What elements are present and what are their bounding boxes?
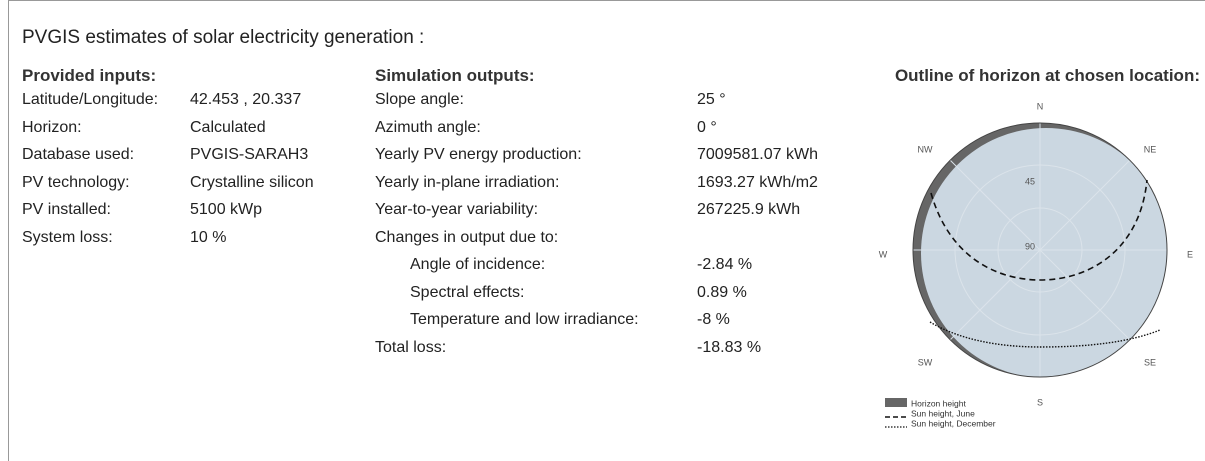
input-value: Calculated [190, 118, 266, 136]
legend-label: Sun height, December [911, 418, 996, 428]
compass-label: W [879, 249, 888, 259]
results-frame [8, 0, 1205, 461]
loss-value: -2.84 % [697, 256, 753, 273]
input-value: 10 % [190, 228, 227, 246]
compass-label: SE [1144, 357, 1156, 367]
input-label: PV installed: [22, 201, 111, 218]
output-label: Slope angle: [375, 91, 464, 108]
section-heading: Provided inputs: [22, 66, 157, 85]
output-value: 25 ° [697, 91, 726, 108]
loss-label: Spectral effects: [410, 283, 525, 301]
input-label: PV technology: [22, 173, 130, 191]
loss-value: -8 % [697, 311, 730, 328]
output-value: 1693.27 kWh/m2 [697, 173, 818, 191]
output-value: -18.83 % [697, 338, 762, 356]
compass-label: SW [918, 357, 933, 367]
input-label: System loss: [22, 228, 113, 246]
output-value: 267225.9 kWh [697, 201, 801, 218]
input-label: Database used: [22, 146, 135, 163]
legend-label: Sun height, June [911, 408, 975, 418]
output-label: Yearly in-plane irradiation: [375, 173, 560, 191]
sky-area [921, 128, 1167, 377]
polar-grid [913, 123, 1167, 377]
input-value: 42.453 , 20.337 [190, 91, 302, 108]
legend-swatch-horizon [885, 398, 907, 407]
output-label: Total loss: [375, 338, 447, 356]
section-heading: Outline of horizon at chosen location: [894, 66, 1200, 85]
loss-label: Temperature and low irradiance: [410, 311, 639, 328]
output-label: Yearly PV energy production: [375, 146, 582, 163]
legend-label: Horizon height [911, 398, 966, 408]
input-label: Horizon: [22, 118, 82, 136]
title: PVGIS estimates of solar electricity gen… [22, 27, 425, 48]
output-label: Azimuth angle: [375, 118, 481, 136]
compass-label: E [1187, 249, 1193, 259]
output-value: 7009581.07 kWh [697, 146, 818, 163]
section-heading: Simulation outputs: [375, 66, 535, 85]
sun-path-december [929, 321, 1161, 348]
compass-label: NE [1144, 144, 1157, 154]
elevation-label: 90 [1025, 241, 1035, 251]
compass-label: N [1037, 101, 1044, 111]
output-value: 0 ° [697, 118, 717, 136]
compass-label: NW [918, 144, 933, 154]
output-label: Changes in output due to: [375, 228, 559, 246]
loss-label: Angle of incidence: [410, 256, 546, 273]
sun-path-june [930, 179, 1148, 281]
input-value: 5100 kWp [190, 201, 263, 218]
input-value: Crystalline silicon [190, 173, 314, 191]
elevation-label: 45 [1025, 176, 1035, 186]
input-label: Latitude/Longitude: [22, 91, 159, 108]
output-label: Year-to-year variability: [375, 201, 539, 218]
input-value: PVGIS-SARAH3 [190, 146, 309, 163]
loss-value: 0.89 % [697, 283, 747, 301]
compass-label: S [1037, 397, 1043, 407]
plot-outline [912, 122, 1168, 378]
